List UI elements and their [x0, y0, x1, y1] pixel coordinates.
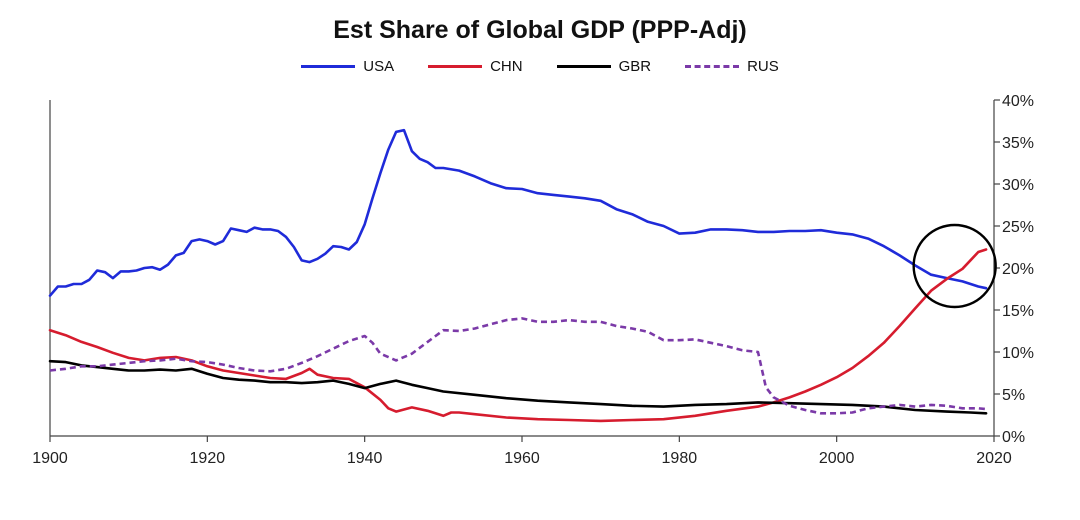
y-tick-label: 15%	[1002, 303, 1034, 320]
y-tick-label: 25%	[1002, 219, 1034, 236]
y-tick-label: 5%	[1002, 387, 1025, 404]
legend-label-usa: USA	[363, 58, 395, 75]
series-line-usa	[48, 128, 988, 297]
legend-item-rus: RUS	[685, 58, 779, 75]
y-tick-label: 40%	[1002, 93, 1034, 110]
legend-label-rus: RUS	[747, 58, 779, 75]
legend-swatch-chn	[428, 65, 483, 68]
legend-label-gbr: GBR	[618, 58, 652, 75]
legend-swatch-rus	[685, 65, 740, 68]
series-line-rus	[49, 317, 987, 415]
legend-item-usa: USA	[301, 58, 394, 75]
legend-item-gbr: GBR	[556, 58, 652, 75]
x-tick-label: 1900	[32, 450, 68, 467]
y-tick-label: 0%	[1002, 429, 1025, 446]
x-tick-label: 1920	[190, 450, 226, 467]
legend-item-chn: CHN	[428, 58, 523, 75]
annotation-circle	[912, 223, 997, 309]
x-tick-label: 1980	[662, 450, 698, 467]
chart-legend: USA CHN GBR RUS	[0, 58, 1080, 75]
legend-swatch-gbr	[556, 65, 611, 68]
series-line-gbr	[48, 359, 988, 415]
x-tick-label: 2020	[976, 450, 1012, 467]
y-tick-label: 35%	[1002, 135, 1034, 152]
y-tick-label: 30%	[1002, 177, 1034, 194]
y-tick-label: 10%	[1002, 345, 1034, 362]
chart-title: Est Share of Global GDP (PPP-Adj)	[333, 16, 747, 44]
y-tick-label: 20%	[1002, 261, 1034, 278]
x-tick-label: 2000	[819, 450, 855, 467]
legend-swatch-usa	[301, 65, 356, 68]
series-line-chn	[48, 248, 988, 423]
legend-label-chn: CHN	[490, 58, 523, 75]
x-tick-label: 1940	[347, 450, 383, 467]
x-tick-label: 1960	[504, 450, 540, 467]
